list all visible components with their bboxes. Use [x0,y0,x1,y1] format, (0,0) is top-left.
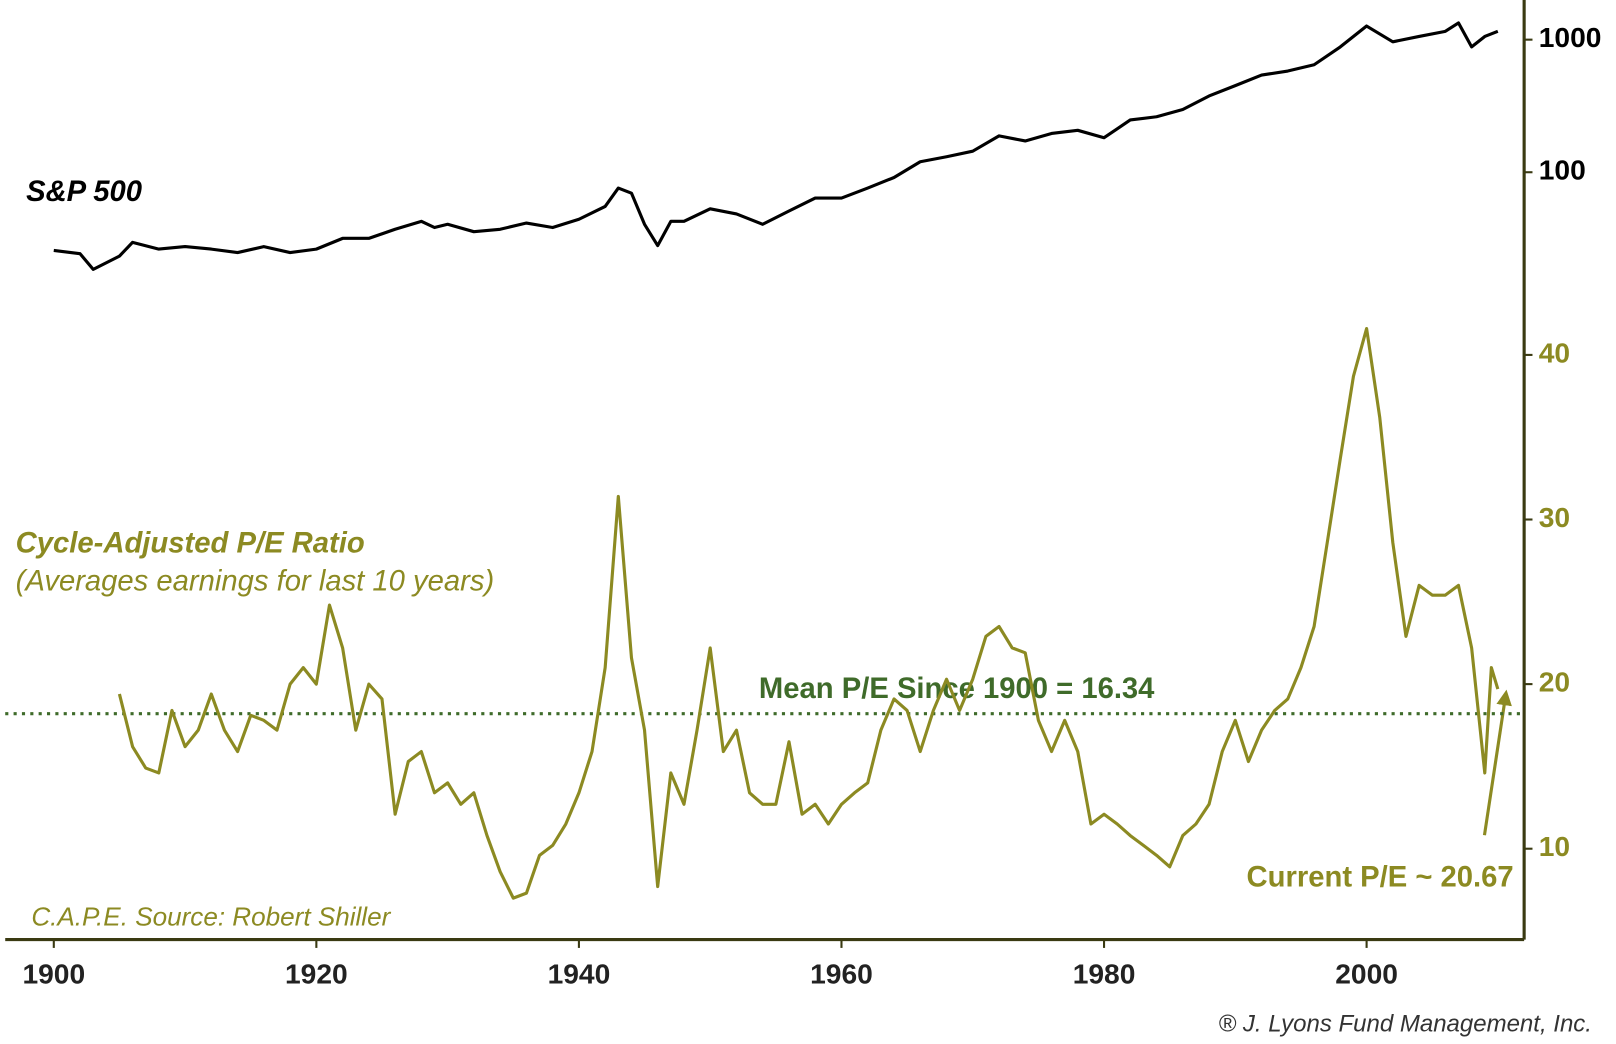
x-tick-label: 1900 [22,958,85,990]
x-tick-label: 1920 [285,958,348,990]
x-tick-label: 1960 [810,958,873,990]
current-label: Current P/E ~ 20.67 [1247,862,1514,894]
series-line [53,21,1499,271]
y2-tick-label: 20 [1539,666,1570,698]
y-tick-label: 100 [1539,154,1586,186]
x-tick-label: 2000 [1335,958,1398,990]
mean-label: Mean P/E Since 1900 = 16.34 [759,673,1155,705]
subtitle: (Averages earnings for last 10 years) [16,565,495,597]
arrow [1482,689,1512,836]
x-tick-label: 1980 [1073,958,1136,990]
y2-tick-label: 40 [1539,336,1570,368]
series-line [117,326,1500,900]
source: C.A.P.E. Source: Robert Shiller [31,902,391,932]
copyright: ® J. Lyons Fund Management, Inc. [1219,1011,1592,1038]
y2-tick-label: 30 [1539,501,1570,533]
x-tick-label: 1940 [548,958,611,990]
series-label: S&P 500 [26,176,142,208]
y-tick-label: 1000 [1539,21,1602,53]
series-label: Cycle-Adjusted P/E Ratio [16,528,365,560]
y2-tick-label: 10 [1539,830,1570,862]
